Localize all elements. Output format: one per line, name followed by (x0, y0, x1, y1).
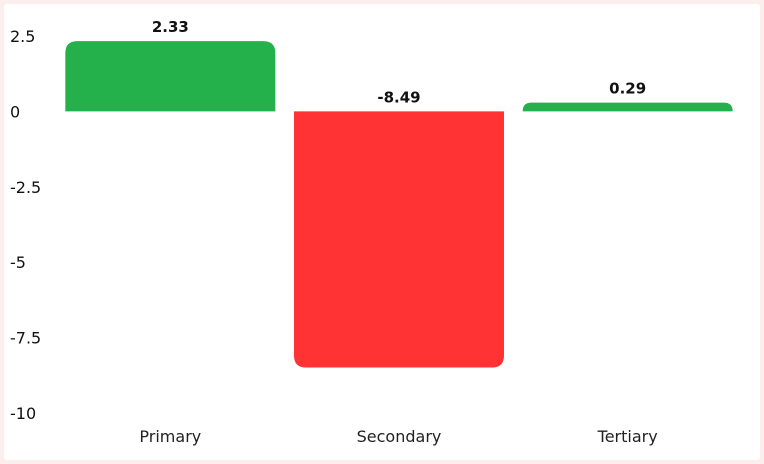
x-axis: Primary Secondary Tertiary (139, 427, 657, 446)
bars (65, 41, 733, 368)
data-label: -8.49 (377, 88, 420, 106)
y-axis: 2.5 0 -2.5 -5 -7.5 -10 (10, 27, 41, 423)
data-label: 2.33 (152, 18, 189, 36)
y-tick-label: -7.5 (10, 329, 41, 348)
y-tick-label: 0 (10, 102, 20, 121)
data-labels: 2.33 -8.49 0.29 (152, 18, 646, 106)
bar-secondary (294, 111, 504, 368)
x-category-label: Primary (139, 427, 201, 446)
y-tick-label: -2.5 (10, 178, 41, 197)
x-category-label: Secondary (357, 427, 442, 446)
bar-tertiary (522, 102, 733, 112)
bar-primary (65, 41, 276, 112)
data-label: 0.29 (609, 80, 646, 98)
y-tick-label: -10 (10, 404, 36, 423)
y-tick-label: -5 (10, 253, 26, 272)
y-tick-label: 2.5 (10, 27, 35, 46)
x-category-label: Tertiary (597, 427, 658, 446)
